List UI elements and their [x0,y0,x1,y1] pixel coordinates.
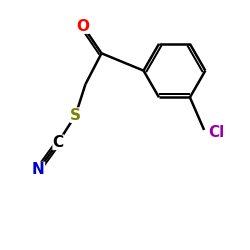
Text: O: O [76,18,90,34]
Text: S: S [70,108,81,122]
Text: C: C [53,135,64,150]
Text: Cl: Cl [208,125,224,140]
Text: N: N [32,162,45,177]
